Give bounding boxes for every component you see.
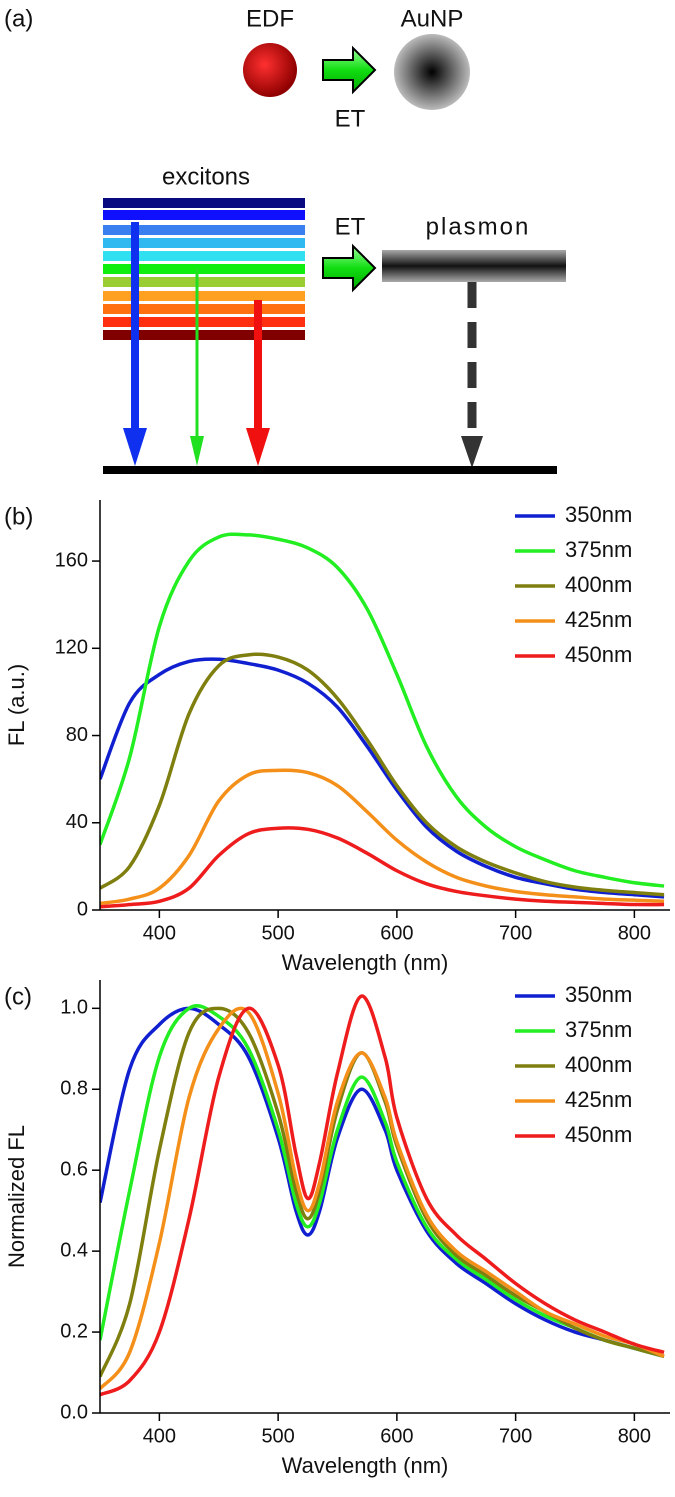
x-tick-label: 700 (499, 922, 532, 944)
x-tick-label: 800 (618, 922, 651, 944)
legend-label: 450nm (565, 642, 632, 667)
y-axis-title: FL (a.u.) (4, 664, 29, 746)
chart: (b) 0 40 80 120 160 400 500 600 700 800 Wavelength … (4, 500, 670, 975)
x-tick-label: 600 (380, 922, 413, 944)
series-line (100, 657, 665, 899)
panel-label: (b) (4, 503, 33, 530)
series-line (100, 768, 665, 906)
y-axis-title: Normalized FL (4, 1125, 29, 1268)
legend-label: 375nm (565, 537, 632, 562)
x-tick-label: 700 (499, 1425, 532, 1447)
panel-label: (c) (4, 983, 32, 1010)
blue-arrow-head (123, 428, 147, 466)
x-tick-label: 400 (143, 922, 176, 944)
ground-level (103, 466, 557, 474)
legend-label: 425nm (565, 1087, 632, 1112)
y-tick-label: 0 (77, 898, 88, 920)
series-line (100, 826, 665, 909)
series-line (100, 1004, 665, 1359)
y-tick-label: 0.4 (60, 1239, 88, 1261)
diagram: (a) EDF ET AuNP excitons ET plasmon (4, 5, 566, 474)
legend-label: 400nm (565, 1052, 632, 1077)
x-tick-label: 500 (261, 922, 294, 944)
legend-label: 350nm (565, 502, 632, 527)
x-axis-title: Wavelength (nm) (282, 950, 449, 975)
et-arrow (322, 45, 377, 95)
series-line (100, 652, 665, 897)
y-tick-label: 80 (66, 724, 88, 746)
y-tick-label: 0.6 (60, 1158, 88, 1180)
edf-label: EDF (246, 5, 294, 32)
x-tick-label: 500 (261, 1425, 294, 1447)
legend-label: 375nm (565, 1017, 632, 1042)
red-arrow-head (246, 428, 270, 466)
y-tick-label: 0.8 (60, 1078, 88, 1100)
series-line (100, 1006, 665, 1359)
series-line (100, 1006, 665, 1390)
y-tick-label: 0.2 (60, 1320, 88, 1342)
legend-label: 350nm (565, 982, 632, 1007)
legend-label: 400nm (565, 572, 632, 597)
y-tick-label: 0.0 (60, 1401, 88, 1423)
et-arrow (322, 243, 377, 293)
green-arrow-head (190, 436, 204, 466)
excitons-label: excitons (162, 163, 250, 190)
plasmon-band (382, 250, 566, 282)
plasmon-label: plasmon (426, 213, 531, 240)
legend-label: 425nm (565, 607, 632, 632)
series-line (100, 994, 665, 1397)
x-tick-label: 400 (143, 1425, 176, 1447)
edf-dot (243, 43, 297, 97)
aunp-particle (394, 34, 470, 110)
x-axis-title: Wavelength (nm) (282, 1453, 449, 1478)
et-label: ET (335, 105, 366, 132)
y-tick-label: 160 (55, 549, 88, 571)
chart: (c) 0.0 0.2 0.4 0.6 0.8 1.0 400 500 600 700 800 Wave… (4, 980, 670, 1478)
et-label: ET (335, 213, 366, 240)
exciton-levels (103, 198, 305, 340)
aunp-label: AuNP (401, 5, 464, 32)
series-line (100, 532, 665, 888)
x-tick-label: 800 (618, 1425, 651, 1447)
y-tick-label: 1.0 (60, 997, 88, 1019)
y-tick-label: 40 (66, 811, 88, 833)
legend-label: 450nm (565, 1122, 632, 1147)
dashed-arrow-head (461, 436, 483, 468)
panel-label: (a) (4, 5, 33, 32)
x-tick-label: 600 (380, 1425, 413, 1447)
y-tick-label: 120 (55, 637, 88, 659)
